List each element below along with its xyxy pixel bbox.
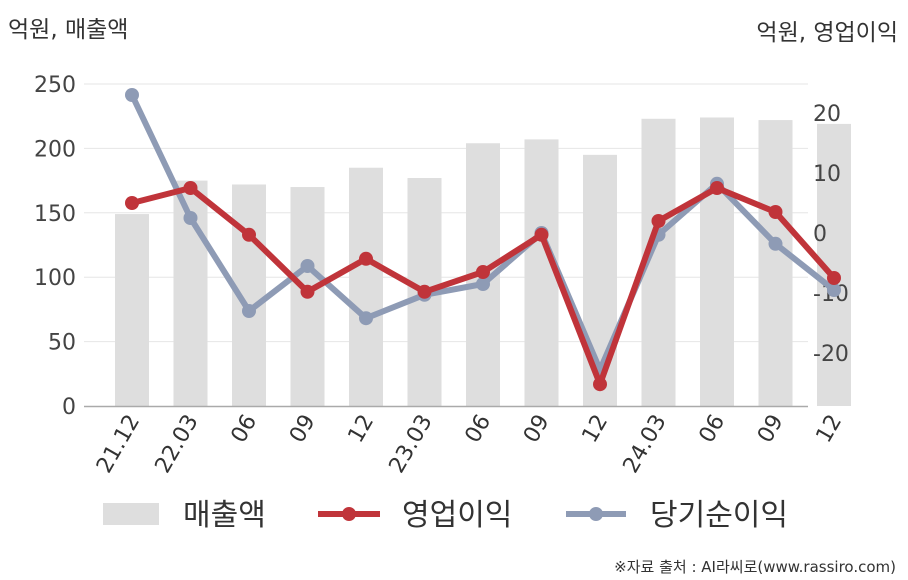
legend-swatch-revenue <box>103 503 159 525</box>
legend-swatch-point-operating-profit <box>342 507 356 521</box>
left-axis-tick-label: 150 <box>34 202 76 227</box>
x-axis-tick-label: 12 <box>812 411 848 448</box>
point-operating-profit <box>242 227 256 242</box>
right-axis-tick-label: -20 <box>813 342 849 367</box>
bar <box>524 139 559 406</box>
point-net-income <box>242 304 256 318</box>
line-series <box>125 88 841 392</box>
point-operating-profit <box>534 227 549 242</box>
point-net-income <box>183 211 198 225</box>
x-axis-tick-label: 06 <box>227 411 263 448</box>
right-axis-tick-label: 20 <box>813 102 841 127</box>
point-operating-profit <box>125 196 139 210</box>
x-axis-tick-label: 24.03 <box>619 411 672 478</box>
left-axis-unit-label: 억원, 매출액 <box>8 17 128 43</box>
point-net-income <box>300 259 315 273</box>
left-axis-tick-label: 100 <box>34 266 76 291</box>
point-operating-profit <box>768 205 783 219</box>
x-axis-tick-label: 12 <box>578 411 614 448</box>
right-axis-tick-label: 0 <box>813 222 827 247</box>
point-net-income <box>125 88 139 102</box>
x-axis-tick-label: 09 <box>753 411 789 448</box>
bar <box>700 117 734 406</box>
legend-label-operating-profit: 영업이익 <box>402 498 512 533</box>
left-axis-tick-label: 50 <box>48 331 76 356</box>
bar <box>758 120 793 407</box>
x-axis-tick-label: 06 <box>695 411 731 448</box>
point-operating-profit <box>183 181 198 195</box>
legend-label-net-income: 당기순이익 <box>650 498 788 533</box>
point-net-income <box>827 283 841 297</box>
point-operating-profit <box>300 284 315 299</box>
point-operating-profit <box>651 214 666 228</box>
left-axis-tick-label: 0 <box>62 395 76 420</box>
point-net-income <box>768 236 783 251</box>
x-axis-tick-label: 22.03 <box>151 411 204 478</box>
legend-swatch-point-net-income <box>589 507 603 521</box>
point-operating-profit <box>476 265 490 279</box>
x-axis-tick-label: 09 <box>285 411 321 448</box>
point-operating-profit <box>593 377 607 392</box>
legend: 매출액 영업이익 당기순이익 <box>103 498 788 533</box>
point-net-income <box>359 311 373 326</box>
bar-series-revenue <box>115 117 851 407</box>
x-axis-tick-label: 23.03 <box>385 411 438 478</box>
bar <box>115 214 149 406</box>
left-axis-tick-label: 250 <box>34 73 76 98</box>
source-note: ※자료 출처 : AI라씨로(www.rassiro.com) <box>614 558 896 576</box>
x-axis-tick-label: 06 <box>461 411 497 448</box>
point-operating-profit <box>710 181 724 195</box>
point-operating-profit <box>417 284 432 299</box>
x-axis-tick-label: 21.12 <box>92 411 145 478</box>
point-net-income <box>476 277 490 291</box>
x-axis-tick-label: 09 <box>519 411 555 448</box>
right-axis-tick-label: 10 <box>813 162 841 187</box>
legend-label-revenue: 매출액 <box>183 498 266 533</box>
point-operating-profit <box>359 251 373 266</box>
right-axis-unit-label: 억원, 영업이익 <box>756 20 898 46</box>
left-axis-tick-label: 200 <box>34 137 76 162</box>
x-axis-tick-label: 12 <box>344 411 380 448</box>
bar <box>349 167 383 406</box>
point-operating-profit <box>827 271 841 285</box>
